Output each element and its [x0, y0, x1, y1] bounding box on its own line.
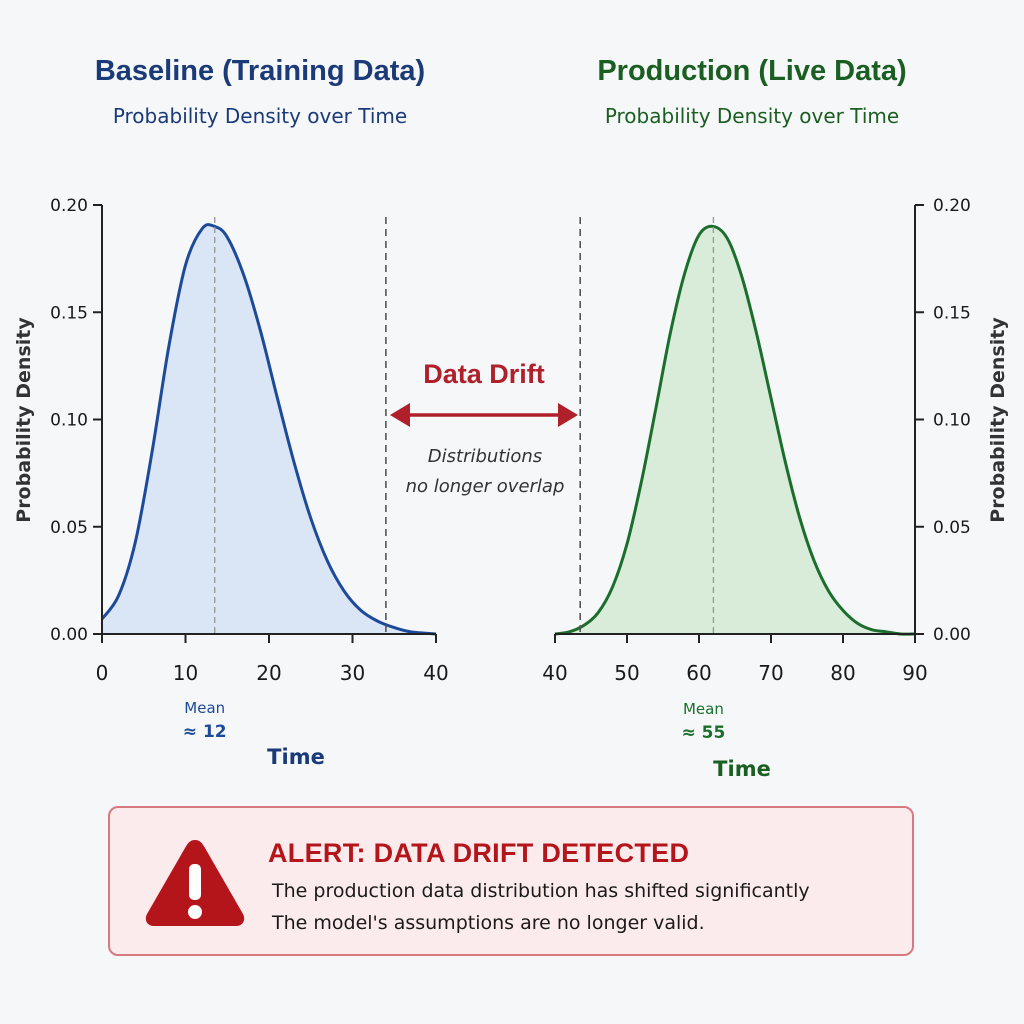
double-arrow-icon: [390, 403, 578, 427]
panel-1-x-tick-label: 70: [758, 661, 783, 685]
panel-0-y-tick-label: 0.10: [50, 411, 88, 431]
panel-1-density-curve: [554, 224, 916, 636]
alert-title: ALERT: DATA DRIFT DETECTED: [268, 838, 690, 868]
panel-0-mean-value: ≈ 12: [183, 722, 227, 742]
alert-panel: ALERT: DATA DRIFT DETECTED The productio…: [108, 806, 914, 956]
warning-triangle-icon: [145, 840, 245, 926]
production-plot: 0.00 0.05 0.10 0.15 0.20 40 50 60 70 80 90 Mean ≈ 55: [542, 196, 971, 743]
panel-0-x-tick-label: 30: [340, 661, 365, 685]
baseline-title: Baseline (Training Data): [95, 55, 425, 87]
panel-1-y-tick-label: 0.05: [933, 518, 971, 538]
panel-1-x-tick-label: 80: [830, 661, 855, 685]
baseline-y-axis-title: Probability Density: [13, 317, 35, 523]
panel-1-mean-label: Mean: [683, 700, 724, 718]
production-y-axis-title: Probability Density: [987, 317, 1009, 523]
production-subtitle: Probability Density over Time: [605, 104, 899, 128]
panel-0-density-curve: [100, 223, 437, 636]
panel-1-x-tick-label: 50: [614, 661, 639, 685]
drift-note-line-2: no longer overlap: [406, 476, 565, 497]
panel-1-x-tick-label: 60: [686, 661, 711, 685]
panel-1-y-tick-label: 0.20: [933, 196, 971, 216]
panel-0-y-tick-label: 0.15: [50, 303, 88, 323]
panel-0-x-tick-label: 20: [256, 661, 281, 685]
baseline-plot: 0.00 0.05 0.10 0.15 0.20 0 10 20 30 40 Mean ≈ 12: [50, 196, 449, 742]
panel-0-mean-label: Mean: [184, 699, 225, 717]
panel-0-x-tick-label: 40: [423, 661, 448, 685]
panel-0-y-tick-label: 0.20: [50, 196, 88, 216]
baseline-subtitle: Probability Density over Time: [113, 104, 407, 128]
production-x-axis-title: Time: [713, 757, 771, 781]
panel-0-y-tick-label: 0.05: [50, 518, 88, 538]
panel-0-x-tick-label: 0: [96, 661, 109, 685]
panel-1-y-tick-label: 0.15: [933, 303, 971, 323]
panel-1-mean-value: ≈ 55: [681, 723, 725, 743]
alert-message-line-1: The production data distribution has shi…: [272, 880, 810, 902]
drift-note-line-1: Distributions: [428, 446, 542, 467]
production-title: Production (Live Data): [597, 55, 906, 87]
panel-1-y-tick-label: 0.00: [933, 625, 971, 645]
panel-1-x-tick-label: 40: [542, 661, 567, 685]
baseline-x-axis-title: Time: [267, 745, 325, 769]
panel-0-x-tick-label: 10: [173, 661, 198, 685]
data-drift-label: Data Drift: [423, 359, 545, 389]
panel-0-y-tick-label: 0.00: [50, 625, 88, 645]
drift-charts: Baseline (Training Data) Probability Den…: [13, 55, 1009, 781]
panel-1-x-tick-label: 90: [902, 661, 927, 685]
panel-1-y-tick-label: 0.10: [933, 411, 971, 431]
panel-1-area-fill: [555, 226, 915, 635]
alert-message-line-2: The model's assumptions are no longer va…: [272, 912, 705, 934]
panel-0-area-fill: [102, 224, 436, 635]
